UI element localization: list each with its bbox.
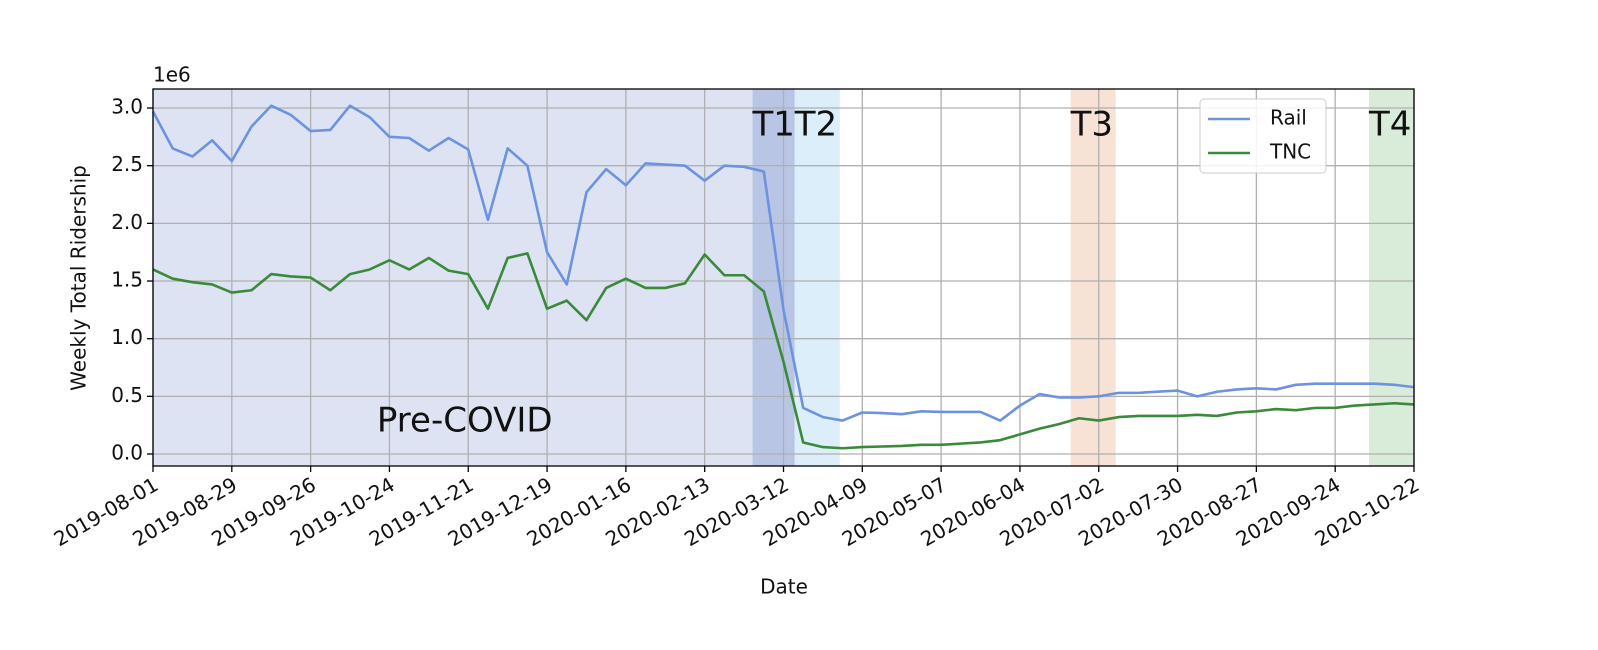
span xyxy=(153,89,753,466)
y-tick-label: 2.0 xyxy=(111,210,143,234)
span xyxy=(1070,89,1116,466)
y-tick-label: 3.0 xyxy=(111,95,143,119)
line xyxy=(151,104,1415,422)
span-label: T1 xyxy=(752,105,795,145)
y-tick-label: 1.5 xyxy=(111,268,143,292)
y-axis-label: Weekly Total Ridership xyxy=(67,165,91,391)
span-label: Pre-COVID xyxy=(377,401,553,441)
y-offset-label: 1e6 xyxy=(153,63,191,87)
span xyxy=(794,89,840,466)
x-axis-label: Date xyxy=(760,575,808,599)
line xyxy=(152,252,1415,450)
plot-frame xyxy=(152,88,1415,467)
y-tick-label: 2.5 xyxy=(111,152,143,176)
span-label: T4 xyxy=(1368,105,1411,145)
y-tick-label: 1.0 xyxy=(111,325,143,349)
span xyxy=(752,89,795,466)
legend-label: Rail xyxy=(1270,106,1307,130)
y-tick-label: 0.0 xyxy=(111,441,143,465)
span-label: T2 xyxy=(794,105,837,145)
span-label: T3 xyxy=(1070,105,1113,145)
legend-label: TNC xyxy=(1269,140,1311,164)
y-tick-label: 0.5 xyxy=(111,383,143,407)
legend-box xyxy=(1199,98,1327,174)
span xyxy=(1368,89,1414,466)
